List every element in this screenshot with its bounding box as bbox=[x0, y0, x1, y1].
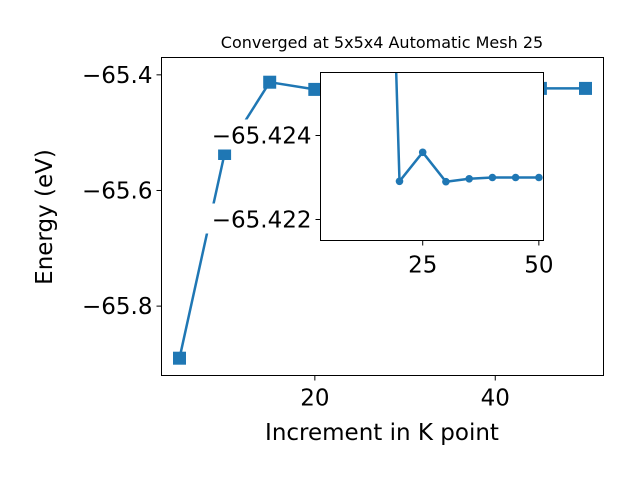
inset-x-tick-label-1: 50 bbox=[524, 253, 553, 279]
inset-y-tick-label-1: −65.422 bbox=[212, 208, 312, 234]
main-y-tick-label-2: −65.8 bbox=[82, 294, 152, 320]
inset-series-group bbox=[394, 72, 543, 186]
x-axis-title: Increment in K point bbox=[265, 420, 499, 446]
inset-plot-area: 25 50 −65.424 −65.422 bbox=[175, 72, 553, 279]
inset-data-marker-4 bbox=[488, 173, 497, 182]
main-data-marker-9 bbox=[579, 81, 592, 95]
inset-y-tick-label-backdrop-1 bbox=[175, 203, 314, 234]
inset-ticks-group: 25 50 −65.424 −65.422 bbox=[175, 119, 553, 279]
main-ticks-group: 20 40 −65.4 −65.6 −65.8 bbox=[82, 63, 510, 412]
y-axis-title: Energy (eV) bbox=[32, 149, 58, 285]
main-data-marker-2 bbox=[263, 75, 277, 89]
main-axes-frame bbox=[161, 57, 604, 376]
main-data-marker-0 bbox=[173, 351, 186, 365]
inset-data-marker-5 bbox=[511, 173, 520, 182]
inset-background bbox=[320, 72, 544, 241]
inset-y-tick-label-backdrop-0 bbox=[175, 119, 314, 150]
main-y-tick-label-0: −65.4 bbox=[82, 63, 152, 89]
inset-x-tick-label-0: 25 bbox=[408, 253, 437, 279]
inset-data-marker-0 bbox=[395, 177, 404, 186]
main-y-tick-label-1: −65.6 bbox=[82, 178, 152, 204]
inset-series-line-0 bbox=[394, 72, 539, 183]
inset-axes-frame bbox=[320, 72, 544, 241]
inset-y-tick-label-0: −65.424 bbox=[212, 124, 312, 150]
inset-data-marker-1 bbox=[418, 148, 427, 157]
main-x-tick-label-1: 40 bbox=[481, 386, 510, 412]
main-data-marker-1 bbox=[218, 147, 232, 160]
chart-title: Converged at 5x5x4 Automatic Mesh 25 bbox=[221, 33, 543, 52]
main-data-marker-3 bbox=[308, 82, 322, 96]
inset-data-marker-2 bbox=[442, 177, 450, 186]
main-x-tick-label-0: 20 bbox=[300, 386, 329, 412]
inset-data-marker-3 bbox=[465, 175, 474, 183]
inset-data-marker-6 bbox=[535, 173, 543, 182]
